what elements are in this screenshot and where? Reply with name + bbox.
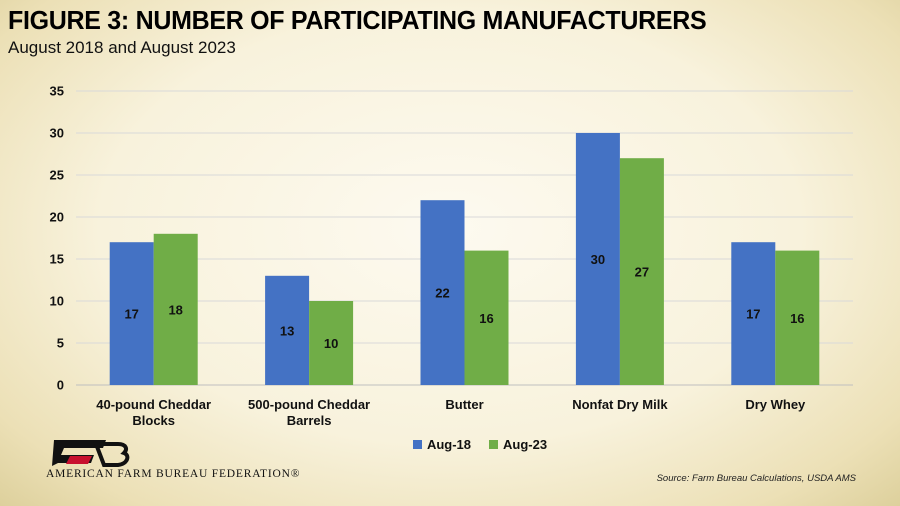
data-label: 18 [168,302,182,317]
legend-label: Aug-23 [503,437,548,452]
data-labels: 17 18 13 10 22 16 30 27 17 16 [124,252,804,351]
data-label: 17 [746,307,760,322]
bar-aug-18 [420,200,465,385]
legend-label: Aug-18 [426,437,471,452]
x-tick-label: Dry Whey [745,397,806,412]
y-tick-label: 5 [57,336,64,351]
bars [109,133,820,385]
source-note: Source: Farm Bureau Calculations, USDA A… [656,473,856,484]
bar-aug-18 [265,275,310,385]
data-label: 17 [124,307,138,322]
data-label: 13 [280,323,294,338]
legend-item: Aug-23 [489,437,547,452]
legend-item: Aug-18 [412,437,471,452]
x-tick-label: Butter [445,397,483,412]
legend: Aug-18 Aug-23 [0,437,900,452]
y-tick-label: 30 [50,126,64,141]
x-axis-ticks: 40-pound Cheddar Blocks 500-pound Cheddar B… [96,397,806,428]
fb-mark-icon [52,440,130,467]
bar-aug-18 [575,133,620,385]
data-label: 16 [479,311,493,326]
data-label: 16 [790,311,804,326]
y-tick-label: 15 [50,252,64,267]
bar-aug-18 [109,242,154,385]
x-tick-label: 40-pound Cheddar Blocks [96,397,211,428]
y-tick-label: 10 [50,294,64,309]
afbf-logo [52,440,130,467]
y-tick-label: 25 [50,168,64,183]
bar-aug-23 [464,250,509,385]
organization-name: AMERICAN FARM BUREAU FEDERATION® [46,468,301,480]
chart-subtitle: August 2018 and August 2023 [8,38,236,57]
bar-aug-18 [731,242,776,385]
data-label: 30 [591,252,605,267]
x-tick-label: 500-pound Cheddar Barrels [248,397,370,428]
bar-aug-23 [619,158,664,385]
legend-swatch [412,440,422,449]
data-label: 10 [324,336,338,351]
bar-aug-23 [309,301,354,385]
y-axis-ticks: 0 5 10 15 20 25 30 35 [50,84,64,393]
y-tick-label: 35 [50,84,64,99]
chart-title: FIGURE 3: NUMBER OF PARTICIPATING MANUFA… [8,6,707,36]
data-label: 27 [635,265,649,280]
y-tick-label: 0 [57,378,64,393]
data-label: 22 [435,286,449,301]
bar-aug-23 [153,233,198,385]
y-tick-label: 20 [50,210,64,225]
legend-swatch [489,440,498,449]
x-tick-label: Nonfat Dry Milk [572,397,668,412]
bar-aug-23 [775,250,820,385]
